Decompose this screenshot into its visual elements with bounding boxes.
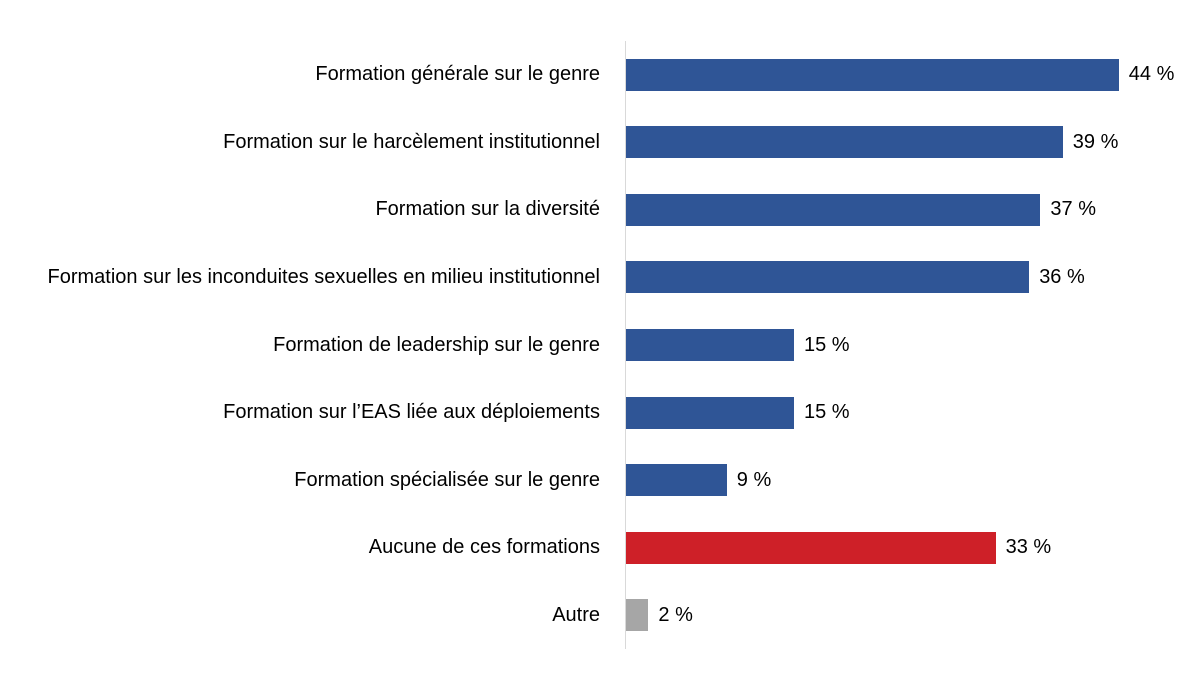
bar-area: 2 %: [626, 599, 1200, 632]
value-label: 44 %: [1128, 63, 1175, 86]
category-label: Aucune de ces formations: [368, 536, 600, 559]
value-label: 15 %: [804, 333, 850, 356]
category-label: Formation sur la diversité: [375, 198, 600, 221]
chart-row: Formation sur l’EAS liée aux déploiement…: [0, 379, 1200, 447]
bar: [626, 261, 1030, 294]
value-label: 2 %: [658, 603, 693, 626]
bar-area: 9 %: [626, 464, 1200, 497]
bar: [626, 58, 1119, 91]
chart-rows: Formation générale sur le genre 44 % For…: [0, 41, 1200, 649]
category-label: Formation spécialisée sur le genre: [294, 468, 600, 491]
bar-area: 36 %: [626, 261, 1200, 294]
category-label: Formation sur les inconduites sexuelles …: [47, 265, 601, 288]
bar-area: 39 %: [626, 126, 1200, 159]
value-label: 37 %: [1050, 198, 1096, 221]
value-label: 9 %: [736, 468, 772, 491]
y-axis-line: [625, 41, 626, 649]
category-label: Formation générale sur le genre: [315, 63, 600, 86]
bar-area: 15 %: [626, 396, 1200, 429]
chart-row: Formation sur les inconduites sexuelles …: [0, 244, 1200, 312]
category-label: Formation de leadership sur le genre: [273, 333, 600, 356]
chart-row: Formation sur la diversité 37 %: [0, 176, 1200, 244]
chart-row: Formation spécialisée sur le genre 9 %: [0, 446, 1200, 514]
category-label: Formation sur l’EAS liée aux déploiement…: [223, 401, 600, 424]
bar: [626, 464, 727, 497]
chart-row: Formation sur le harcèlement institution…: [0, 109, 1200, 177]
value-label: 39 %: [1072, 130, 1119, 153]
bar: [626, 599, 649, 632]
chart-row: Autre 2 %: [0, 582, 1200, 650]
category-label: Autre: [552, 603, 600, 626]
bar-area: 33 %: [626, 531, 1200, 564]
bar-area: 37 %: [626, 193, 1200, 226]
bar-chart-plot: Formation générale sur le genre 44 % For…: [0, 41, 1200, 649]
bar: [626, 396, 794, 429]
chart-row: Aucune de ces formations 33 %: [0, 514, 1200, 582]
value-label: 15 %: [804, 401, 850, 424]
bar: [626, 531, 996, 564]
category-label: Formation sur le harcèlement institution…: [223, 130, 600, 153]
bar: [626, 126, 1063, 159]
bar: [626, 329, 794, 362]
chart-row: Formation de leadership sur le genre 15 …: [0, 311, 1200, 379]
value-label: 36 %: [1039, 265, 1085, 288]
chart-row: Formation générale sur le genre 44 %: [0, 41, 1200, 109]
bar: [626, 193, 1041, 226]
value-label: 33 %: [1005, 536, 1052, 559]
bar-area: 44 %: [626, 58, 1200, 91]
bar-area: 15 %: [626, 329, 1200, 362]
